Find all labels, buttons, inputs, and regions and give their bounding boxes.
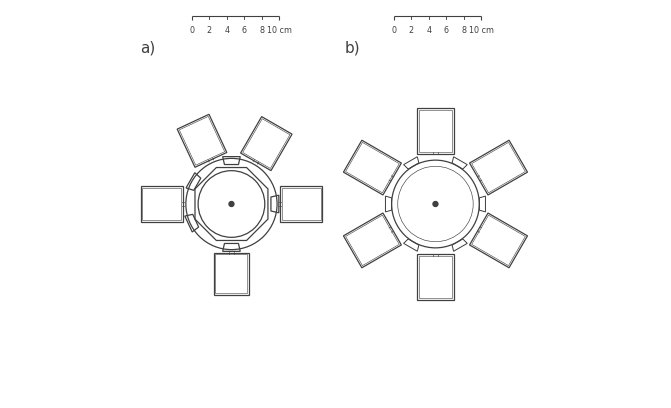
Text: 4: 4 [426, 26, 431, 35]
Text: 6: 6 [242, 26, 247, 35]
Text: 10 cm: 10 cm [267, 26, 292, 35]
Text: 2: 2 [409, 26, 414, 35]
Text: 2: 2 [207, 26, 212, 35]
Text: 4: 4 [224, 26, 229, 35]
Text: 10 cm: 10 cm [469, 26, 494, 35]
Text: b): b) [344, 41, 360, 56]
Circle shape [433, 202, 438, 206]
Text: 0: 0 [189, 26, 194, 35]
Text: 8: 8 [260, 26, 264, 35]
Circle shape [229, 202, 234, 206]
Text: 8: 8 [462, 26, 466, 35]
Text: 0: 0 [391, 26, 396, 35]
Text: 6: 6 [444, 26, 449, 35]
Text: a): a) [140, 41, 156, 56]
